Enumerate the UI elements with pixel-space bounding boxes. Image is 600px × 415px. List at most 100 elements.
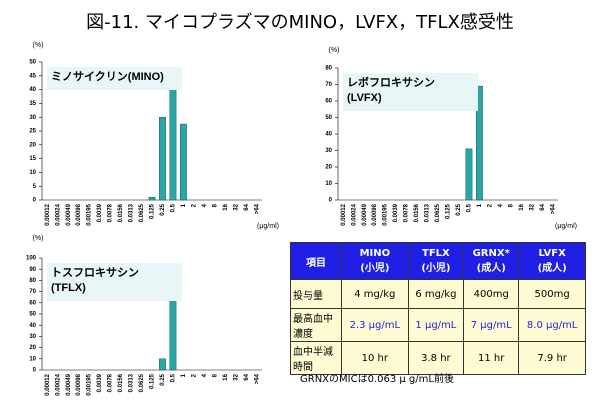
- x-tick-label: 0.00049: [362, 203, 368, 225]
- y-tick-label: 20: [325, 165, 332, 171]
- bar: [169, 83, 177, 201]
- y-unit: (%): [33, 235, 44, 242]
- x-tick-label: 0.00049: [66, 203, 72, 225]
- value-cell: 7 μg/mL: [463, 308, 520, 342]
- x-tick-label: 0.25: [160, 373, 166, 385]
- x-tick-label: 0.5: [171, 203, 177, 212]
- x-tick-label: 8: [212, 203, 218, 207]
- chart-label: ミノサイクリン(MINO): [51, 70, 164, 83]
- x-tick-label: 0.25: [160, 203, 166, 215]
- x-tick-label: 4: [498, 203, 504, 207]
- x-tick-label: 16: [223, 203, 229, 210]
- y-tick-label: 90: [29, 267, 36, 273]
- y-tick-label: 20: [29, 142, 36, 148]
- x-tick-label: 16: [223, 373, 229, 380]
- x-tick-label: 1: [181, 203, 187, 207]
- header-cell: 項目: [290, 242, 342, 280]
- y-tick-label: 10: [29, 170, 36, 176]
- x-unit: (μg/ml): [257, 223, 279, 230]
- bar: [465, 148, 473, 201]
- x-tick-label: 0.00012: [45, 203, 51, 225]
- header-line: (成人): [537, 263, 567, 274]
- x-tick-label: 32: [529, 203, 535, 210]
- label-box: [343, 73, 478, 111]
- table-row: 最高血中濃度 2.3 μg/mL 1 μg/mL 7 μg/mL 8.0 μg/mL: [290, 308, 586, 342]
- y-tick-label: 30: [29, 334, 36, 340]
- header-line: (小児): [421, 263, 451, 274]
- value-cell: 11 hr: [463, 341, 520, 375]
- row-label: 血中半減時間: [290, 341, 342, 375]
- y-tick-label: 15: [29, 156, 36, 162]
- x-tick-label: 0.00024: [55, 203, 61, 225]
- x-tick-label: 0.00012: [45, 373, 51, 395]
- y-tick-label: 25: [29, 129, 36, 135]
- x-tick-label: 0.0156: [414, 203, 420, 222]
- x-tick-label: 4: [202, 203, 208, 207]
- x-tick-label: 0.00049: [66, 373, 72, 395]
- header-row: 項目 MINO (小児) TFLX (小児) GRNX* (成人) LVFX (成人): [290, 242, 586, 280]
- value-cell: 6 mg/kg: [407, 279, 465, 309]
- x-tick-label: 0.0625: [139, 373, 145, 392]
- value-cell: 400mg: [463, 279, 520, 309]
- header-line: MINO: [359, 248, 391, 259]
- x-tick-label: 32: [233, 203, 239, 210]
- table-row: 投与量 4 mg/kg 6 mg/kg 400mg 500mg: [290, 279, 586, 309]
- row-label: 最高血中濃度: [290, 308, 342, 342]
- y-tick-label: 0: [329, 198, 333, 204]
- x-tick-label: 0.00195: [383, 203, 389, 225]
- value-cell: 500mg: [518, 279, 586, 309]
- chart-label: (LVFX): [347, 92, 382, 104]
- x-tick-label: 16: [519, 203, 525, 210]
- y-tick-label: 60: [325, 99, 332, 105]
- y-tick-label: 100: [26, 256, 37, 262]
- value-cell: 4 mg/kg: [341, 279, 409, 309]
- x-tick-label: 0.00195: [87, 373, 93, 395]
- row-label: 投与量: [290, 279, 342, 309]
- y-tick-label: 50: [29, 60, 36, 66]
- y-tick-label: 0: [33, 198, 37, 204]
- x-tick-label: 0.0156: [118, 203, 124, 222]
- x-tick-label: 0.0313: [425, 203, 431, 222]
- y-tick-label: 50: [29, 312, 36, 318]
- y-tick-label: 20: [29, 345, 36, 351]
- x-tick-label: >64: [550, 203, 556, 214]
- x-tick-label: >64: [254, 373, 260, 384]
- x-tick-label: 0.5: [467, 203, 473, 212]
- x-tick-label: 64: [244, 373, 250, 380]
- header-cell: LVFX (成人): [518, 242, 586, 280]
- value-cell: 1 μg/mL: [407, 308, 465, 342]
- x-tick-label: 1: [181, 373, 187, 377]
- header-cell: TFLX (小児): [407, 242, 465, 280]
- chart-label: レボフロキサシン: [347, 75, 435, 89]
- drug-table: 項目 MINO (小児) TFLX (小児) GRNX* (成人) LVFX (成人) 投与量 4 …: [290, 242, 586, 375]
- x-tick-label: 0.00024: [55, 373, 61, 395]
- x-tick-label: 0.0313: [129, 373, 135, 392]
- bar: [148, 196, 156, 201]
- x-tick-label: 8: [508, 203, 514, 207]
- x-unit: (μg/ml): [555, 223, 577, 230]
- x-tick-label: 64: [540, 203, 546, 210]
- x-tick-label: 0.0625: [435, 203, 441, 222]
- y-tick-label: 70: [29, 289, 36, 295]
- y-tick-label: 30: [29, 115, 36, 121]
- x-tick-label: 2: [191, 203, 197, 207]
- x-tick-label: 0.00098: [372, 203, 378, 225]
- x-tick-label: 0.0625: [139, 203, 145, 222]
- y-tick-label: 40: [325, 132, 332, 138]
- x-tick-label: 8: [212, 373, 218, 377]
- x-tick-label: 0.0039: [97, 373, 103, 392]
- value-cell: 3.8 hr: [407, 341, 465, 375]
- y-tick-label: 40: [29, 323, 36, 329]
- header-line: (成人): [476, 263, 506, 274]
- x-tick-label: 64: [244, 203, 250, 210]
- x-tick-label: 0.0313: [129, 203, 135, 222]
- header-line: GRNX*: [472, 248, 510, 259]
- x-tick-label: 0.00098: [76, 373, 82, 395]
- label-box: [47, 67, 182, 90]
- x-tick-label: 32: [233, 373, 239, 380]
- x-tick-label: 1: [477, 203, 483, 207]
- x-tick-label: 0.125: [150, 373, 156, 389]
- y-tick-label: 60: [29, 300, 36, 306]
- y-tick-label: 80: [325, 66, 332, 72]
